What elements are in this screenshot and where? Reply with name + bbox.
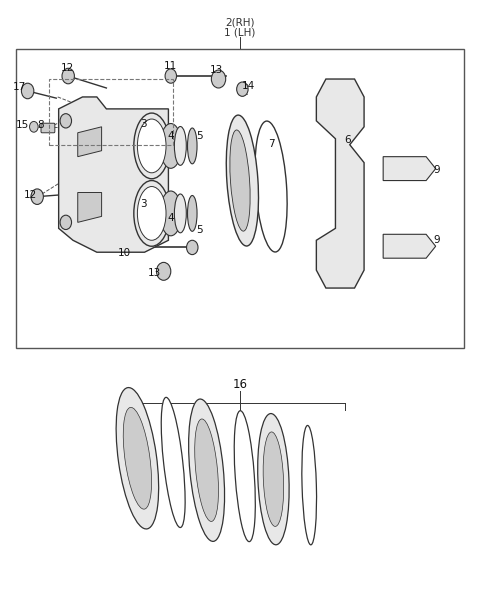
Circle shape — [22, 83, 34, 99]
Ellipse shape — [258, 413, 289, 545]
Text: 12: 12 — [24, 190, 36, 200]
Text: 17: 17 — [12, 82, 25, 92]
Ellipse shape — [255, 121, 287, 252]
Ellipse shape — [160, 124, 181, 169]
Circle shape — [60, 215, 72, 230]
Polygon shape — [316, 79, 364, 288]
Text: 13: 13 — [147, 268, 161, 278]
Ellipse shape — [302, 425, 316, 545]
Ellipse shape — [226, 115, 259, 246]
Polygon shape — [59, 97, 168, 252]
Ellipse shape — [134, 181, 169, 246]
Ellipse shape — [160, 191, 181, 236]
Ellipse shape — [116, 388, 159, 529]
Ellipse shape — [195, 419, 218, 521]
Ellipse shape — [189, 399, 225, 541]
FancyBboxPatch shape — [41, 123, 55, 133]
Text: 3: 3 — [140, 199, 147, 209]
Text: 9: 9 — [433, 165, 440, 175]
Ellipse shape — [174, 127, 186, 166]
Circle shape — [62, 68, 74, 84]
Ellipse shape — [161, 397, 185, 527]
Text: 13: 13 — [209, 65, 223, 75]
Ellipse shape — [134, 113, 169, 179]
Text: 4: 4 — [168, 131, 174, 141]
Ellipse shape — [263, 432, 284, 526]
Text: 15: 15 — [16, 120, 29, 130]
Text: 12: 12 — [60, 63, 74, 73]
Text: 16: 16 — [232, 379, 248, 391]
Circle shape — [30, 121, 38, 132]
Ellipse shape — [230, 130, 250, 231]
Text: 11: 11 — [164, 61, 178, 71]
FancyBboxPatch shape — [16, 49, 464, 348]
Text: 1 (LH): 1 (LH) — [224, 28, 256, 37]
Text: 2(RH): 2(RH) — [225, 17, 255, 27]
Circle shape — [156, 262, 171, 280]
Ellipse shape — [188, 196, 197, 232]
Polygon shape — [78, 127, 102, 157]
Ellipse shape — [123, 407, 152, 509]
Circle shape — [60, 113, 72, 128]
Text: 9: 9 — [433, 235, 440, 245]
Text: 5: 5 — [196, 131, 203, 141]
Circle shape — [31, 189, 43, 205]
Ellipse shape — [174, 194, 186, 233]
Polygon shape — [383, 235, 436, 258]
Circle shape — [165, 69, 177, 83]
Text: 5: 5 — [196, 224, 203, 235]
Circle shape — [187, 240, 198, 254]
Text: 10: 10 — [118, 248, 131, 259]
Polygon shape — [78, 193, 102, 223]
Text: 4: 4 — [168, 212, 174, 223]
Text: 7: 7 — [268, 139, 275, 149]
Ellipse shape — [137, 119, 166, 173]
Polygon shape — [383, 157, 436, 181]
Circle shape — [237, 82, 248, 97]
Ellipse shape — [234, 411, 255, 542]
Text: 6: 6 — [345, 135, 351, 145]
Ellipse shape — [188, 128, 197, 164]
Ellipse shape — [137, 187, 166, 240]
Circle shape — [211, 70, 226, 88]
Text: 8: 8 — [37, 120, 44, 130]
Text: 3: 3 — [140, 119, 147, 129]
Text: 14: 14 — [242, 81, 255, 91]
